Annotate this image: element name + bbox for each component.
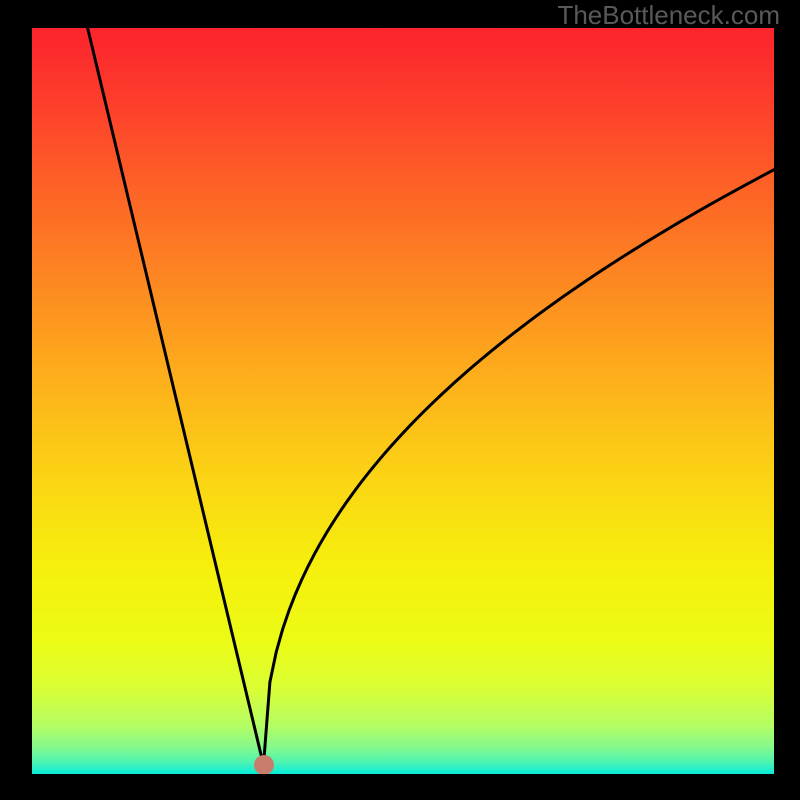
chart-frame: TheBottleneck.com <box>0 0 800 800</box>
bottleneck-curve <box>32 28 774 774</box>
watermark-text: TheBottleneck.com <box>557 0 780 31</box>
curve-path <box>88 28 774 765</box>
plot-area <box>32 28 774 774</box>
optimal-point-dot <box>254 755 274 774</box>
